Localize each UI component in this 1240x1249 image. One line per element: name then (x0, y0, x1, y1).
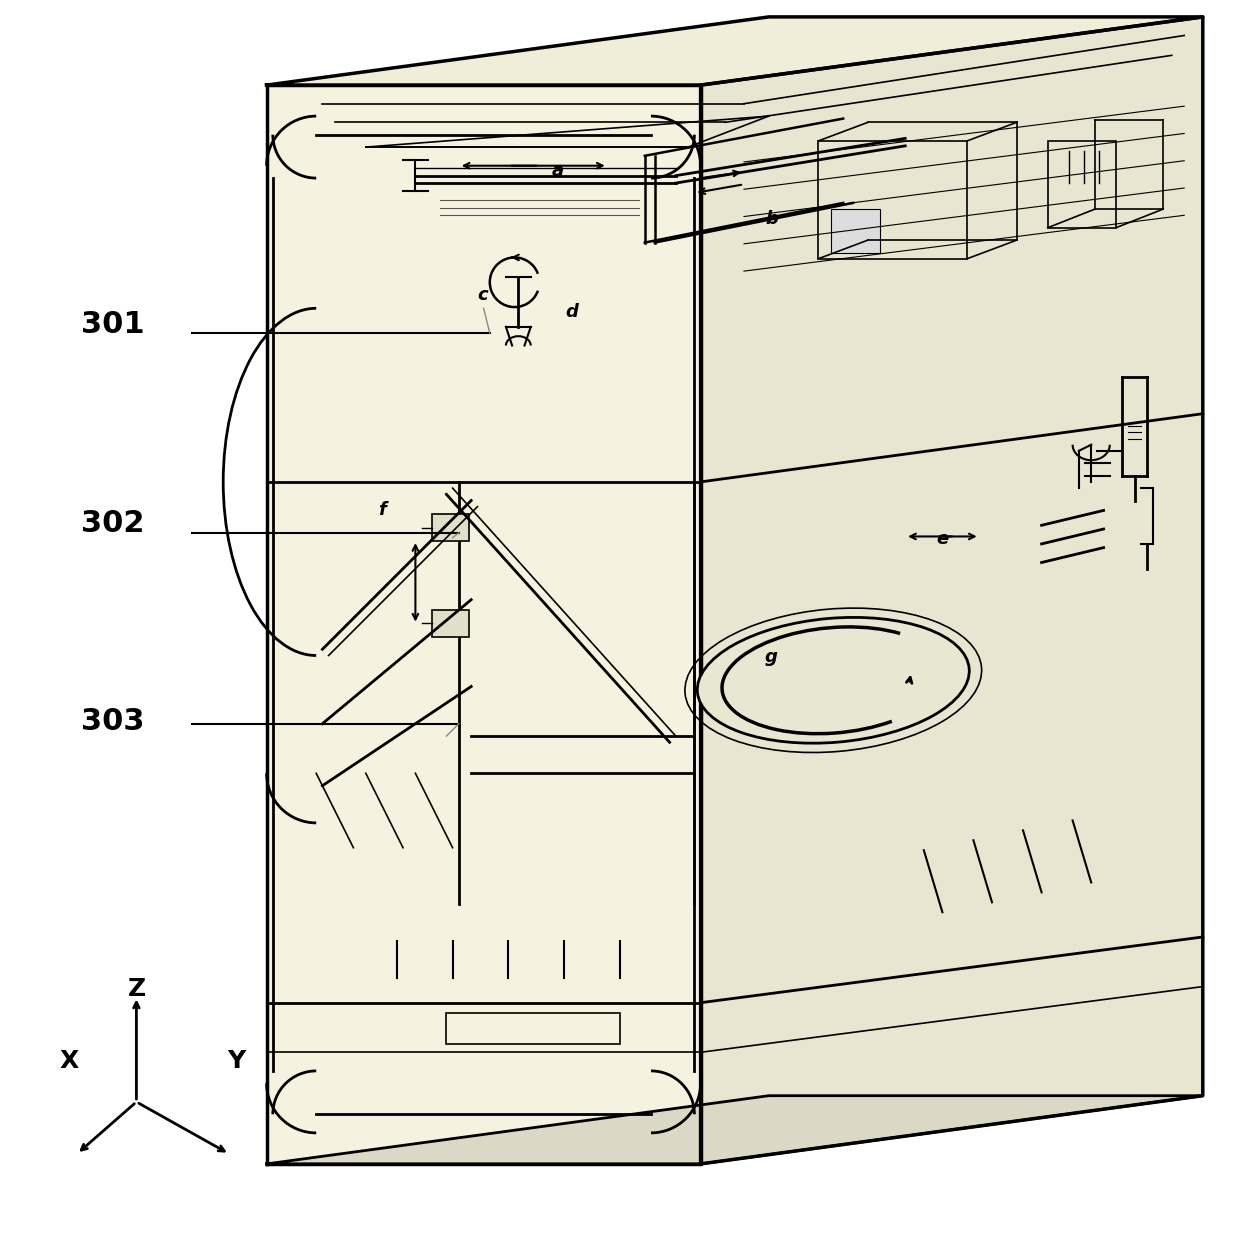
Polygon shape (267, 17, 1203, 85)
Text: Y: Y (227, 1049, 246, 1073)
Text: c: c (477, 286, 489, 304)
Polygon shape (267, 85, 701, 1164)
Bar (432, 515, 469, 541)
Bar (818, 141, 967, 259)
Text: 302: 302 (81, 508, 144, 537)
Text: f: f (378, 501, 386, 520)
Text: 301: 301 (81, 310, 144, 338)
Text: b: b (765, 210, 777, 229)
Polygon shape (267, 1095, 1203, 1164)
Text: g: g (765, 648, 777, 666)
Bar (432, 610, 469, 637)
Text: X: X (60, 1049, 79, 1073)
Text: e: e (936, 530, 949, 548)
Text: 303: 303 (81, 707, 144, 736)
Bar (1048, 141, 1116, 227)
Text: a: a (552, 161, 564, 180)
Bar (831, 209, 880, 252)
Text: Z: Z (128, 978, 146, 1002)
Ellipse shape (697, 617, 970, 743)
Polygon shape (701, 17, 1203, 1164)
Text: d: d (565, 304, 578, 321)
Bar (446, 1013, 620, 1044)
